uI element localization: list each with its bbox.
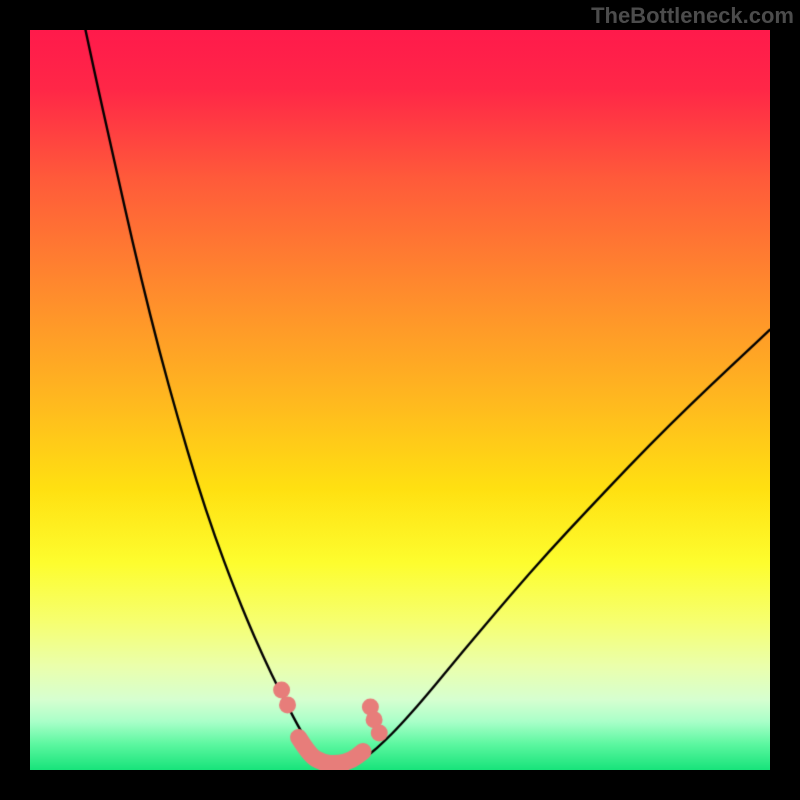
chart-stage: TheBottleneck.com <box>0 0 800 800</box>
attribution-text: TheBottleneck.com <box>591 3 794 29</box>
bottleneck-curve-chart <box>30 30 770 770</box>
